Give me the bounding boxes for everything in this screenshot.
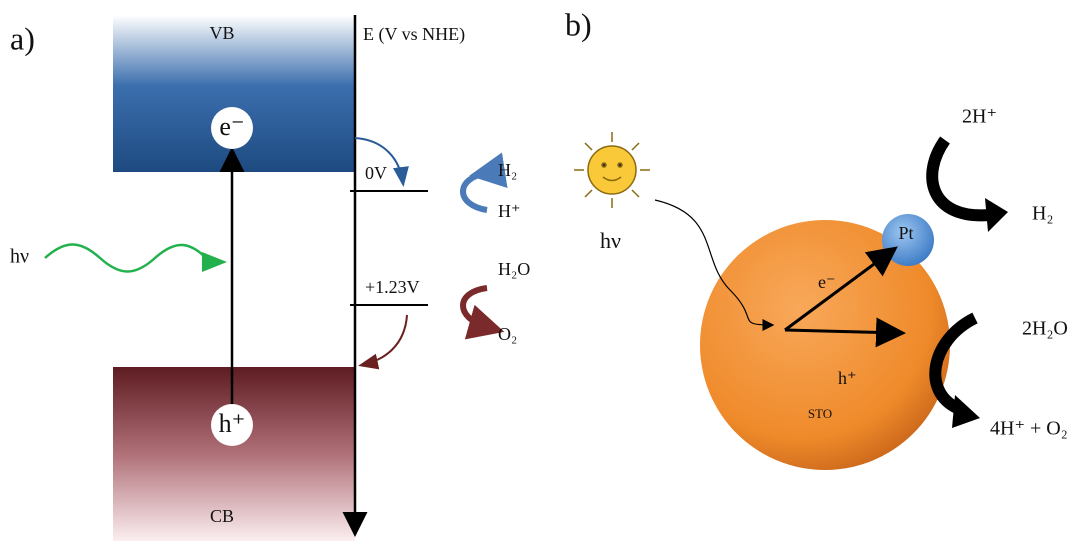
panel-label: a): [10, 20, 35, 56]
reduction-arrow: [932, 140, 990, 215]
hole-transfer: [362, 315, 407, 365]
arrow-head: [985, 198, 1008, 232]
band-label: CB: [210, 506, 234, 526]
reduction-arrow: [463, 173, 487, 210]
particle-label: STO: [808, 406, 832, 421]
species: H₂O: [498, 259, 530, 279]
shape: [618, 163, 622, 167]
electron-label: e⁻: [219, 112, 244, 141]
panel-label: b): [565, 6, 592, 42]
shape: [588, 146, 636, 194]
shape: [632, 143, 639, 150]
species: 2H₂O: [1022, 318, 1068, 340]
light-label: hν: [10, 246, 29, 268]
species: H⁺: [498, 201, 521, 221]
diagram: a) VB CB E (V vs NHE) e⁻ h⁺ hν 0V H₂ H⁺ …: [0, 0, 1081, 541]
species: O₂: [498, 324, 517, 344]
shape: [602, 163, 606, 167]
electron-label: e⁻: [818, 272, 836, 292]
shape: [585, 143, 592, 150]
hole-label: h⁺: [838, 368, 857, 388]
shape: [632, 190, 639, 197]
oxidation-arrow: [463, 288, 487, 327]
light-label: hν: [600, 228, 621, 253]
species: H₂: [498, 160, 517, 180]
species: 4H⁺ + O₂: [990, 418, 1068, 440]
sun: [574, 132, 650, 208]
cocatalyst-label: Pt: [898, 223, 913, 243]
band-label: VB: [209, 23, 234, 43]
level-label: 0V: [365, 163, 387, 183]
species: 2H⁺: [962, 106, 997, 128]
shape: [585, 190, 592, 197]
hole-label: h⁺: [219, 409, 246, 438]
species: H₂: [1032, 203, 1053, 225]
level-label: +1.23V: [365, 277, 420, 297]
axis-label: E (V vs NHE): [363, 24, 465, 45]
arrow-head: [952, 395, 980, 428]
light-wave: [45, 245, 222, 272]
